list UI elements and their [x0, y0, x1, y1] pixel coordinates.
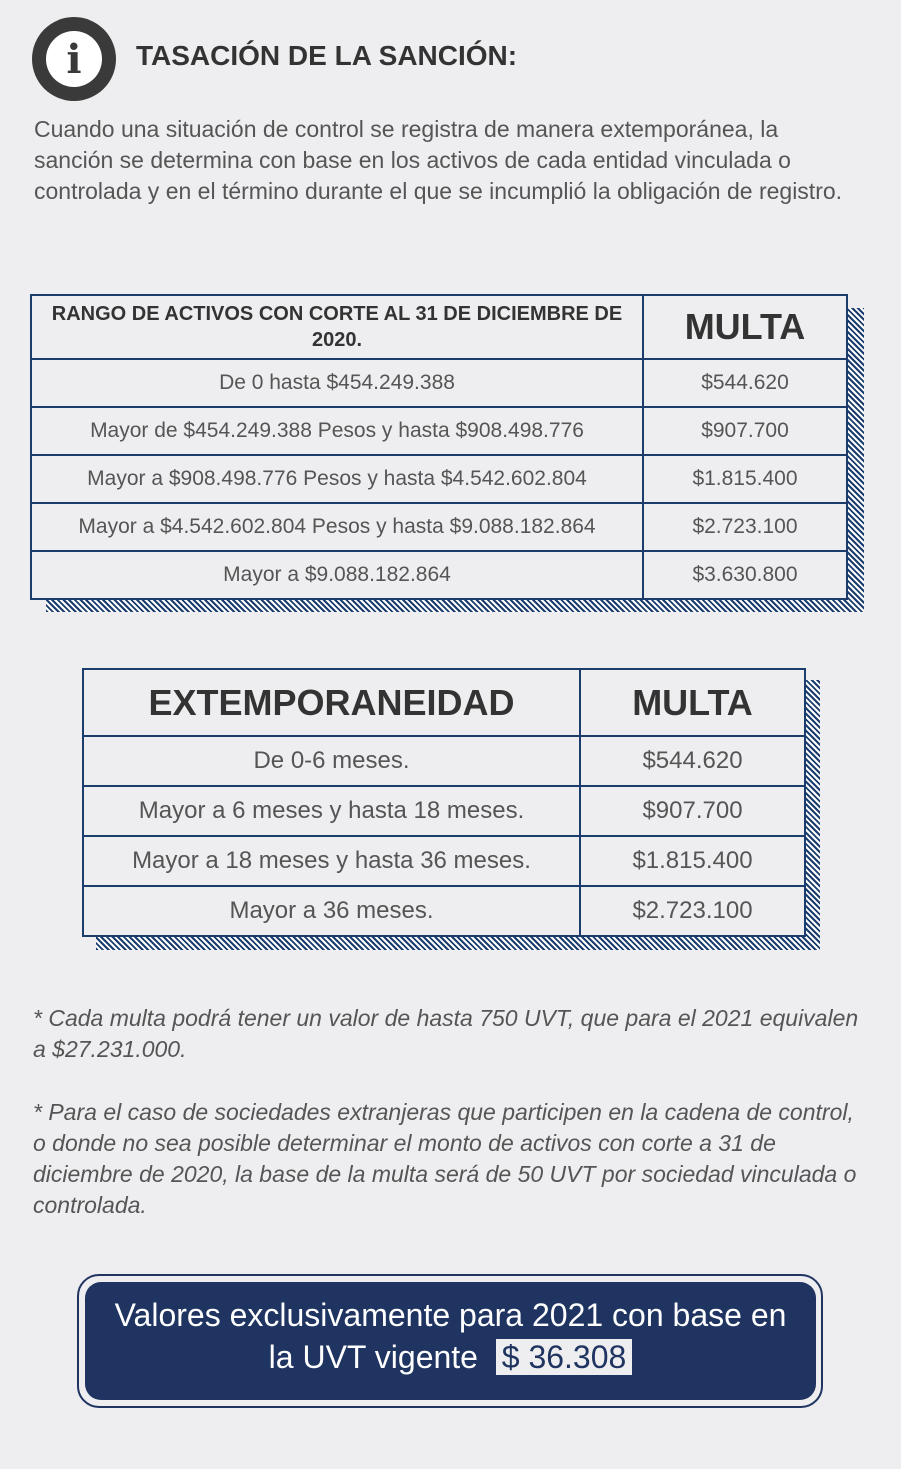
table-row: De 0 hasta $454.249.388 $544.620 — [30, 358, 848, 408]
uvt-banner: Valores exclusivamente para 2021 con bas… — [85, 1282, 816, 1400]
table-row: Mayor de $454.249.388 Pesos y hasta $908… — [30, 406, 848, 456]
banner-line: Valores exclusivamente para 2021 con bas… — [114, 1297, 787, 1333]
cell: De 0 hasta $454.249.388 — [30, 358, 644, 408]
uvt-value: $ 36.308 — [495, 1339, 633, 1375]
banner-line: la UVT vigente — [268, 1339, 478, 1375]
intro-text: Cuando una situación de control se regis… — [34, 116, 843, 204]
cell: Mayor de $454.249.388 Pesos y hasta $908… — [30, 406, 644, 456]
cell: $1.815.400 — [642, 454, 848, 504]
cell: $2.723.100 — [642, 502, 848, 552]
cell: Mayor a $908.498.776 Pesos y hasta $4.54… — [30, 454, 644, 504]
table-row: Mayor a 18 meses y hasta 36 meses. $1.815… — [82, 835, 806, 887]
cell: $544.620 — [642, 358, 848, 408]
table-row: Mayor a $9.088.182.864 $3.630.800 — [30, 550, 848, 600]
cell: Mayor a 6 meses y hasta 18 meses. — [82, 785, 581, 837]
assets-table: RANGO DE ACTIVOS CON CORTE AL 31 DE DICI… — [30, 294, 848, 600]
column-header: RANGO DE ACTIVOS CON CORTE AL 31 DE DICI… — [30, 294, 644, 360]
column-header: MULTA — [579, 668, 806, 737]
cell: $907.700 — [642, 406, 848, 456]
cell: $907.700 — [579, 785, 806, 837]
table-row: De 0-6 meses. $544.620 — [82, 735, 806, 787]
page-title: TASACIÓN DE LA SANCIÓN: — [136, 40, 518, 71]
table-row: Mayor a 6 meses y hasta 18 meses. $907.70… — [82, 785, 806, 837]
banner-frame — [77, 1274, 823, 1408]
lateness-table: EXTEMPORANEIDAD MULTA De 0-6 meses. $544.6… — [82, 668, 806, 937]
cell: Mayor a $9.088.182.864 — [30, 550, 644, 600]
cell: Mayor a 18 meses y hasta 36 meses. — [82, 835, 581, 887]
table-row: Mayor a $4.542.602.804 Pesos y hasta $9.… — [30, 502, 848, 552]
cell: $2.723.100 — [579, 885, 806, 937]
cell: De 0-6 meses. — [82, 735, 581, 787]
cell: Mayor a 36 meses. — [82, 885, 581, 937]
column-header: EXTEMPORANEIDAD — [82, 668, 581, 737]
info-icon: i — [32, 17, 116, 101]
footnote: * Cada multa podrá tener un valor de has… — [33, 1005, 859, 1062]
cell: $1.815.400 — [579, 835, 806, 887]
cell: $3.630.800 — [642, 550, 848, 600]
cell: Mayor a $4.542.602.804 Pesos y hasta $9.… — [30, 502, 644, 552]
footnote: * Para el caso de sociedades extranjeras… — [33, 1099, 857, 1218]
table-row: Mayor a $908.498.776 Pesos y hasta $4.54… — [30, 454, 848, 504]
column-header: MULTA — [642, 294, 848, 360]
table-row: Mayor a 36 meses. $2.723.100 — [82, 885, 806, 937]
cell: $544.620 — [579, 735, 806, 787]
